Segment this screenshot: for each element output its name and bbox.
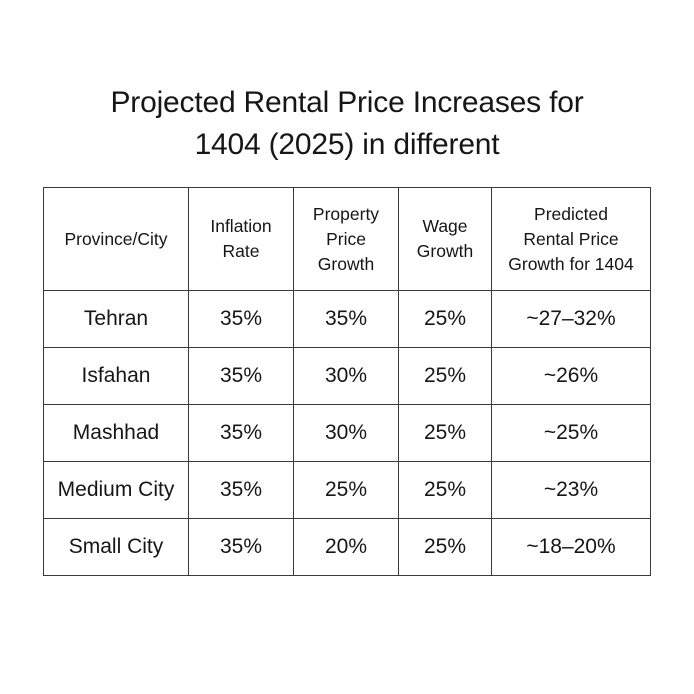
cell-wage-growth: 25%	[398, 404, 492, 462]
cell-city: Isfahan	[43, 347, 189, 405]
cell-inflation: 35%	[188, 404, 294, 462]
cell-predicted-rent: ~23%	[491, 461, 651, 519]
header-line: Growth	[416, 241, 474, 261]
header-line: Inflation	[210, 216, 272, 236]
cell-city: Small City	[43, 518, 189, 576]
header-predicted-rental-growth: Predicted Rental Price Growth for 1404	[491, 187, 651, 291]
header-line: Rate	[222, 241, 260, 261]
table-row: Medium City 35% 25% 25% ~23%	[43, 461, 651, 519]
table-row: Mashhad 35% 30% 25% ~25%	[43, 404, 651, 462]
header-province-city: Province/City	[43, 187, 189, 291]
table-row: Tehran 35% 35% 25% ~27–32%	[43, 290, 651, 348]
rental-growth-table: Province/City Inflation Rate Property Pr…	[43, 187, 651, 576]
cell-inflation: 35%	[188, 347, 294, 405]
cell-wage-growth: 25%	[398, 290, 492, 348]
cell-predicted-rent: ~27–32%	[491, 290, 651, 348]
cell-inflation: 35%	[188, 461, 294, 519]
table-row: Small City 35% 20% 25% ~18–20%	[43, 518, 651, 576]
cell-city: Medium City	[43, 461, 189, 519]
cell-property-growth: 25%	[293, 461, 399, 519]
cell-inflation: 35%	[188, 518, 294, 576]
header-row: Province/City Inflation Rate Property Pr…	[43, 187, 651, 291]
cell-predicted-rent: ~25%	[491, 404, 651, 462]
cell-wage-growth: 25%	[398, 347, 492, 405]
header-wage-growth: Wage Growth	[398, 187, 492, 291]
header-line: Growth	[317, 253, 375, 274]
page-title: Projected Rental Price Increases for 140…	[0, 82, 694, 166]
cell-wage-growth: 25%	[398, 461, 492, 519]
cell-predicted-rent: ~26%	[491, 347, 651, 405]
cell-inflation: 35%	[188, 290, 294, 348]
header-line: Property	[312, 203, 380, 224]
header-line: Rental Price	[523, 228, 619, 249]
cell-wage-growth: 25%	[398, 518, 492, 576]
cell-property-growth: 30%	[293, 404, 399, 462]
header-property-price-growth: Property Price Growth	[293, 187, 399, 291]
table-row: Isfahan 35% 30% 25% ~26%	[43, 347, 651, 405]
cell-property-growth: 20%	[293, 518, 399, 576]
title-line-1: Projected Rental Price Increases for	[110, 86, 584, 119]
cell-predicted-rent: ~18–20%	[491, 518, 651, 576]
title-line-2: 1404 (2025) in different	[194, 128, 500, 161]
cell-city: Tehran	[43, 290, 189, 348]
header-line: Growth for 1404	[508, 253, 634, 274]
cell-property-growth: 30%	[293, 347, 399, 405]
header-line: Wage	[422, 216, 468, 236]
header-line: Province/City	[64, 228, 168, 249]
cell-city: Mashhad	[43, 404, 189, 462]
header-inflation-rate: Inflation Rate	[188, 187, 294, 291]
header-line: Price	[326, 228, 366, 249]
header-line: Predicted	[534, 203, 608, 224]
cell-property-growth: 35%	[293, 290, 399, 348]
